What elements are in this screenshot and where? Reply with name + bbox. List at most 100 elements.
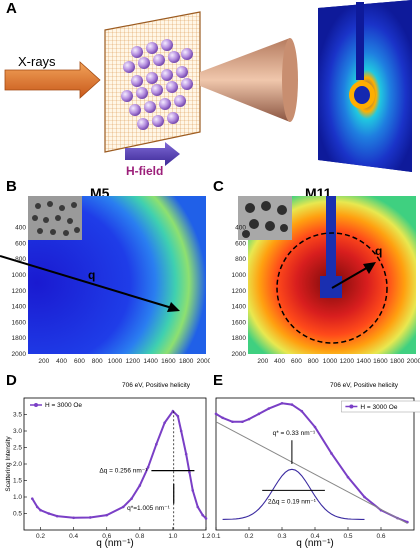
map-x-tick: 600 bbox=[291, 358, 302, 365]
scattering-cone bbox=[200, 38, 298, 122]
data-point bbox=[214, 412, 218, 416]
x-axis-label: q (nm⁻¹) bbox=[296, 538, 334, 549]
map-x-tick: 1800 bbox=[390, 358, 405, 365]
panel-d-letter: D bbox=[6, 372, 17, 389]
data-point bbox=[105, 513, 109, 517]
map-x-tick: 1200 bbox=[126, 358, 141, 365]
panel-e-plot: 0.1 0.2 0.3 0.4 0.5 0.6 q (nm⁻¹) H = 3000 Oe q* … bbox=[211, 397, 420, 549]
panel-b-q-arrowhead bbox=[167, 302, 180, 312]
data-point bbox=[35, 505, 39, 509]
x-tick-label: 0.6 bbox=[102, 533, 111, 540]
hfield-arrow bbox=[125, 142, 180, 166]
background-line bbox=[215, 421, 408, 524]
panel-c-letter: C bbox=[213, 178, 224, 195]
data-point bbox=[72, 516, 75, 520]
map-x-tick: 1200 bbox=[340, 358, 355, 365]
map-y-tick: 400 bbox=[235, 225, 246, 232]
map-x-tick: 400 bbox=[274, 358, 285, 365]
legend-box bbox=[341, 400, 420, 413]
y-tick-label: 2.0 bbox=[13, 461, 22, 468]
data-point bbox=[257, 412, 261, 416]
data-point bbox=[231, 420, 234, 424]
xray-label: X-rays bbox=[18, 54, 56, 69]
map-x-tick: 800 bbox=[92, 358, 103, 365]
x-tick-label: 0.2 bbox=[244, 533, 253, 540]
data-point bbox=[290, 403, 294, 406]
nanoparticle-array bbox=[121, 39, 193, 130]
map-y-tick: 2000 bbox=[232, 351, 247, 358]
data-point bbox=[363, 495, 366, 499]
x-tick-label: 0.6 bbox=[376, 533, 385, 540]
x-axis-label: q (nm⁻¹) bbox=[96, 538, 134, 549]
data-point bbox=[176, 414, 180, 418]
data-point bbox=[280, 401, 284, 405]
data-point bbox=[300, 409, 304, 413]
map-y-tick: 600 bbox=[235, 240, 246, 247]
map-y-tick: 400 bbox=[15, 225, 26, 232]
data-point bbox=[313, 425, 317, 429]
map-x-tick: 400 bbox=[56, 358, 67, 365]
detector-image bbox=[318, 0, 412, 172]
y-tick-label: 1.5 bbox=[13, 478, 22, 485]
map-y-tick: 1600 bbox=[12, 319, 27, 326]
hfield-label: H-field bbox=[126, 164, 164, 178]
data-point bbox=[163, 421, 166, 425]
x-tick-label: 0.3 bbox=[277, 533, 286, 540]
panel-b-letter: B bbox=[6, 178, 17, 195]
map-y-tick: 1400 bbox=[232, 304, 247, 311]
legend-marker bbox=[349, 404, 354, 409]
panel-c-ring bbox=[276, 232, 388, 344]
data-point bbox=[146, 466, 150, 469]
y-tick-label: 0.5 bbox=[13, 511, 22, 518]
map-x-tick: 600 bbox=[74, 358, 85, 365]
y-tick-label: 3.0 bbox=[13, 428, 22, 435]
y-axis-label: Scattering Intensity bbox=[5, 436, 12, 492]
map-x-tick: 1000 bbox=[108, 358, 123, 365]
map-y-tick: 1200 bbox=[232, 288, 247, 295]
legend-label: H = 3000 Oe bbox=[360, 404, 397, 411]
map-x-tick: 1600 bbox=[161, 358, 176, 365]
xray-arrow bbox=[4, 61, 101, 99]
x-tick-label: 1.2 bbox=[201, 533, 210, 540]
map-x-tick: 200 bbox=[38, 358, 49, 365]
data-point bbox=[204, 517, 208, 520]
panel-d-title: 706 eV, Positive helicity bbox=[122, 382, 191, 389]
x-tick-label: 0.4 bbox=[310, 533, 319, 540]
panel-e-title: 706 eV, Positive helicity bbox=[330, 382, 399, 389]
map-y-tick: 1800 bbox=[232, 335, 247, 342]
data-point bbox=[221, 416, 224, 420]
panel-b-tem-inset bbox=[28, 196, 82, 240]
map-y-tick: 800 bbox=[15, 256, 26, 263]
data-point bbox=[241, 420, 244, 424]
data-point bbox=[179, 429, 183, 433]
data-point bbox=[267, 407, 271, 410]
qstar-annotation: q* = 0.33 nm⁻¹ bbox=[273, 430, 316, 437]
panel-b-q-label: q bbox=[88, 268, 96, 282]
panel-c-q-label: q bbox=[375, 244, 383, 258]
y-tick-label: 1.0 bbox=[13, 494, 22, 501]
data-point bbox=[88, 516, 92, 519]
qstar-annotation: q*=1.005 nm⁻¹ bbox=[127, 505, 170, 512]
data-point bbox=[155, 442, 158, 446]
data-point bbox=[201, 513, 204, 517]
map-y-tick: 1600 bbox=[232, 319, 247, 326]
map-y-tick: 1200 bbox=[12, 288, 27, 295]
width-annotation: Δq = 0.256 nm⁻¹ bbox=[99, 468, 148, 475]
map-x-tick: 1600 bbox=[373, 358, 388, 365]
map-x-tick: 800 bbox=[308, 358, 319, 365]
data-point bbox=[191, 489, 195, 492]
beamstop-center bbox=[320, 276, 342, 298]
data-point bbox=[55, 514, 59, 518]
map-x-tick: 1000 bbox=[323, 358, 338, 365]
data-point bbox=[346, 475, 350, 479]
map-y-tick: 1000 bbox=[12, 272, 27, 279]
panel-c-q-vector bbox=[331, 265, 371, 289]
map-x-tick: 2000 bbox=[197, 358, 210, 365]
legend-label: H = 3000 Oe bbox=[45, 402, 82, 409]
panel-c-q-arrowhead bbox=[363, 262, 376, 274]
map-x-tick: 1400 bbox=[143, 358, 158, 365]
panel-d-plot: 0.2 0.4 0.6 0.8 1.0 1.2 0.5 1.0 1.5 2.0 2.5 3.0 3.5 S… bbox=[5, 397, 211, 549]
map-y-tick: 600 bbox=[15, 240, 26, 247]
